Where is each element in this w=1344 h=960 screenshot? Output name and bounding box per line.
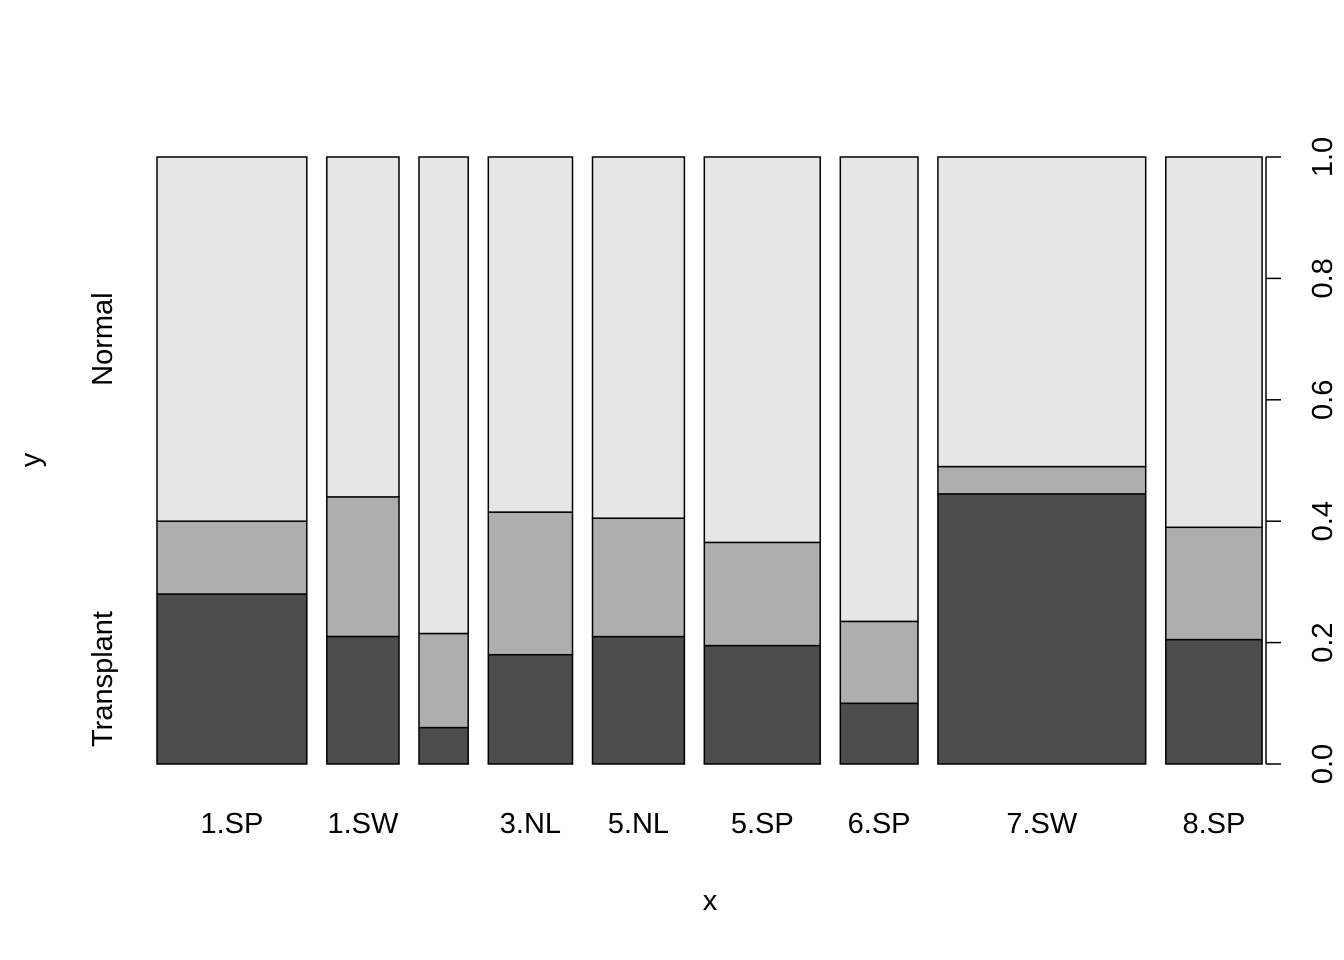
right-axis: 0.0 0.2 0.4 0.6 0.8 1.0 [1265,137,1339,784]
bar-segment-4-1 [487,653,574,765]
right-axis-tick-label: 0.0 [1307,744,1339,784]
right-axis-tick-label: 0.4 [1307,501,1339,541]
y-level-label: Normal [87,292,119,385]
bar-segment-6-1 [703,644,821,765]
bar-segment-6-2 [703,541,821,647]
x-tick-label: 6.SP [848,808,911,840]
bar-segment-7-1 [839,702,919,765]
y-level-label: Transplant [87,611,119,747]
right-axis-tick-label: 0.8 [1307,258,1339,298]
x-tick-labels: 1.SP 1.SW 3.NL 5.NL 5.SP 6.SP 7.SW 8.SP [200,808,1245,840]
bar-segment-2-2 [326,496,400,638]
x-axis-label: x [703,885,718,917]
bar-segment-3-2 [418,632,469,729]
bar-segment-1-1 [156,593,308,765]
x-tick-label: 5.NL [608,808,669,840]
right-axis-tick-label: 0.6 [1307,380,1339,420]
bar-segment-9-2 [1165,526,1263,641]
bar-segment-5-2 [591,517,686,638]
y-level-labels: Transplant Normal [87,292,119,747]
bar-segment-3-3 [418,156,469,635]
bar-segment-9-1 [1165,638,1263,765]
bar-segment-1-2 [156,520,308,595]
bar-segment-3-1 [418,726,469,765]
x-tick-label: 5.SP [731,808,794,840]
bar-segment-9-3 [1165,156,1263,529]
right-axis-tick-label: 0.2 [1307,622,1339,662]
bar-segment-7-2 [839,620,919,705]
right-axis-tick-label: 1.0 [1307,137,1339,177]
x-tick-label: 8.SP [1182,808,1245,840]
bar-segment-8-2 [937,465,1147,495]
x-tick-label: 1.SW [327,808,399,840]
bar-segment-8-1 [937,493,1147,765]
x-tick-label: 7.SW [1006,808,1078,840]
bar-segment-2-1 [326,635,400,765]
bar-segment-1-3 [156,156,308,522]
bar-segment-8-3 [937,156,1147,468]
bar-segment-2-3 [326,156,400,498]
bars-group [156,156,1263,765]
bar-segment-4-2 [487,511,574,656]
bar-segment-7-3 [839,156,919,623]
bar-segment-4-3 [487,156,574,513]
x-tick-label: 1.SP [200,808,263,840]
y-axis-label: y [15,452,47,467]
bar-segment-5-1 [591,635,686,765]
bar-segment-5-3 [591,156,686,519]
x-tick-label: 3.NL [500,808,561,840]
bar-segment-6-3 [703,156,821,544]
